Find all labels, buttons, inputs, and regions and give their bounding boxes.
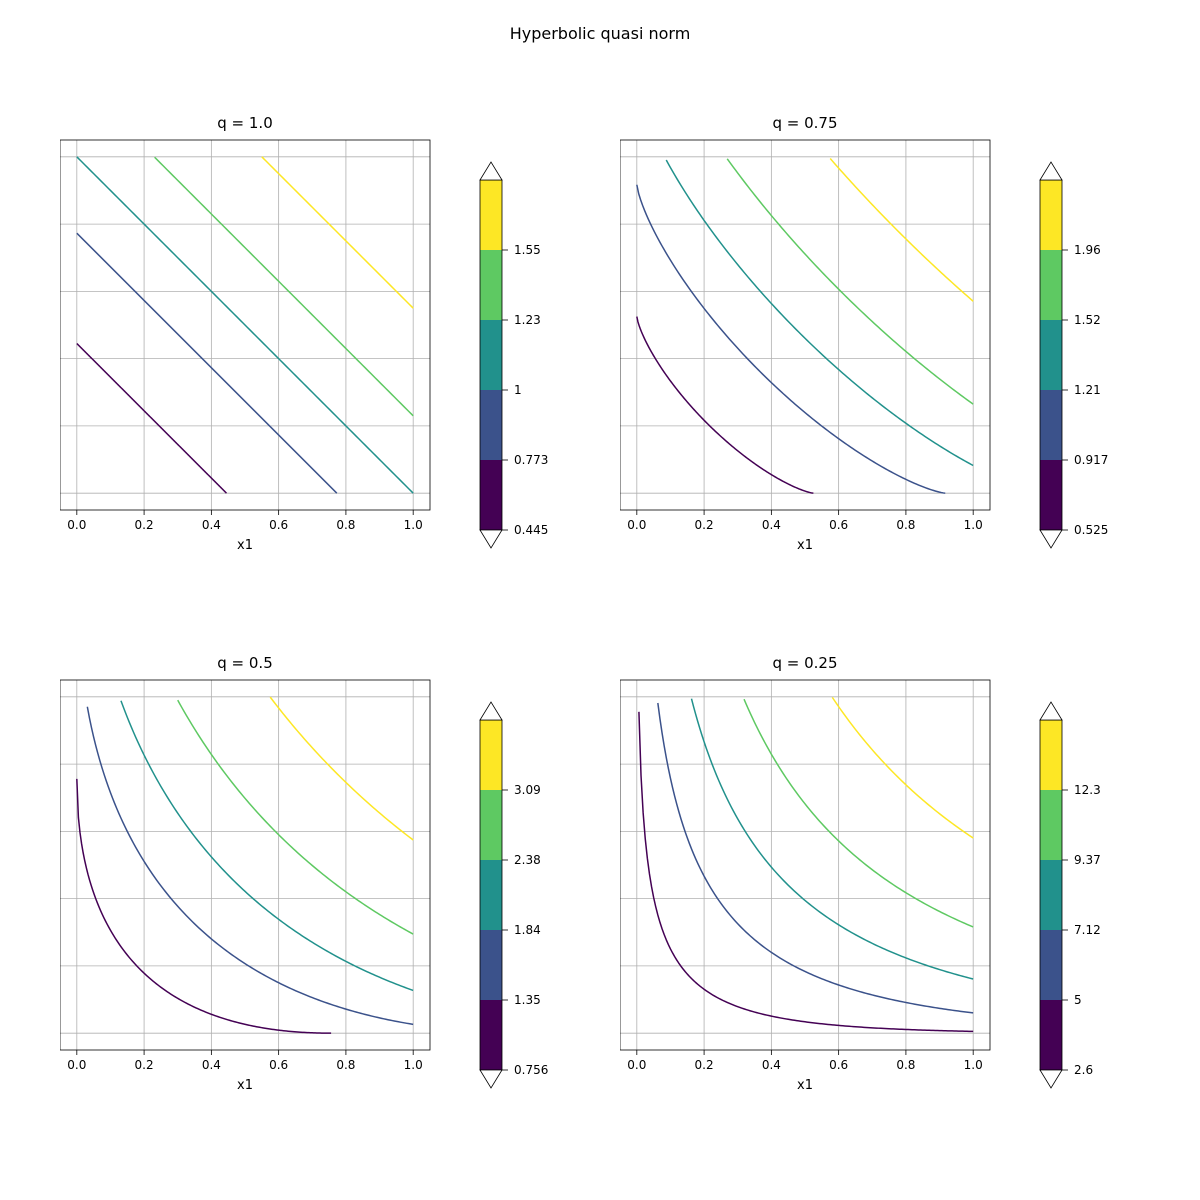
svg-text:0.756: 0.756: [514, 1063, 548, 1077]
panel-title: q = 1.0: [60, 114, 430, 132]
svg-text:7.12: 7.12: [1074, 923, 1101, 937]
svg-text:0.6: 0.6: [269, 1058, 288, 1072]
svg-text:0.8: 0.8: [336, 518, 355, 532]
panel-svg: 0.00.20.40.60.81.00.00.20.40.60.81.0x1x2…: [620, 660, 1122, 1100]
svg-text:0.2: 0.2: [135, 1058, 154, 1072]
svg-text:2.38: 2.38: [514, 853, 541, 867]
svg-text:0.4: 0.4: [202, 1058, 221, 1072]
svg-text:x1: x1: [237, 1078, 253, 1093]
panel-q0.75: q = 0.75 0.00.20.40.60.81.00.00.20.40.60…: [620, 120, 1140, 600]
svg-text:0.0: 0.0: [627, 518, 646, 532]
svg-text:5: 5: [1074, 993, 1082, 1007]
svg-text:0.2: 0.2: [695, 1058, 714, 1072]
svg-text:1.84: 1.84: [514, 923, 541, 937]
svg-text:0.6: 0.6: [829, 518, 848, 532]
svg-text:0.0: 0.0: [67, 1058, 86, 1072]
svg-text:x1: x1: [797, 1078, 813, 1093]
panel-q0.25: q = 0.25 0.00.20.40.60.81.00.00.20.40.60…: [620, 660, 1140, 1140]
svg-text:x1: x1: [797, 538, 813, 553]
panel-q1.0: q = 1.0 0.00.20.40.60.81.00.00.20.40.60.…: [60, 120, 580, 600]
svg-text:0.917: 0.917: [1074, 453, 1108, 467]
subplot-grid: q = 1.0 0.00.20.40.60.81.00.00.20.40.60.…: [60, 120, 1140, 1140]
svg-text:1.0: 1.0: [964, 1058, 983, 1072]
svg-text:0.0: 0.0: [627, 1058, 646, 1072]
svg-text:1.0: 1.0: [404, 1058, 423, 1072]
svg-text:0.2: 0.2: [695, 518, 714, 532]
svg-text:1.0: 1.0: [964, 518, 983, 532]
svg-text:0.8: 0.8: [896, 1058, 915, 1072]
svg-text:0.4: 0.4: [762, 1058, 781, 1072]
svg-text:0.2: 0.2: [135, 518, 154, 532]
svg-text:1.0: 1.0: [404, 518, 423, 532]
svg-text:3.09: 3.09: [514, 783, 541, 797]
svg-text:1.35: 1.35: [514, 993, 541, 1007]
svg-text:1: 1: [514, 383, 522, 397]
svg-text:0.773: 0.773: [514, 453, 548, 467]
svg-text:12.3: 12.3: [1074, 783, 1101, 797]
svg-text:0.6: 0.6: [269, 518, 288, 532]
panel-q0.5: q = 0.5 0.00.20.40.60.81.00.00.20.40.60.…: [60, 660, 580, 1140]
svg-text:0.8: 0.8: [896, 518, 915, 532]
svg-text:2.6: 2.6: [1074, 1063, 1093, 1077]
svg-text:0.445: 0.445: [514, 523, 548, 537]
panel-svg: 0.00.20.40.60.81.00.00.20.40.60.81.0x1x2…: [620, 120, 1122, 560]
svg-text:0.0: 0.0: [67, 518, 86, 532]
svg-text:x1: x1: [237, 538, 253, 553]
figure-suptitle: Hyperbolic quasi norm: [0, 24, 1200, 43]
svg-text:1.52: 1.52: [1074, 313, 1101, 327]
svg-text:9.37: 9.37: [1074, 853, 1101, 867]
svg-text:0.8: 0.8: [336, 1058, 355, 1072]
svg-text:0.6: 0.6: [829, 1058, 848, 1072]
svg-text:0.4: 0.4: [762, 518, 781, 532]
svg-text:0.525: 0.525: [1074, 523, 1108, 537]
svg-text:1.21: 1.21: [1074, 383, 1101, 397]
svg-text:1.55: 1.55: [514, 243, 541, 257]
panel-title: q = 0.75: [620, 114, 990, 132]
svg-text:1.96: 1.96: [1074, 243, 1101, 257]
panel-svg: 0.00.20.40.60.81.00.00.20.40.60.81.0x1x2…: [60, 660, 562, 1100]
panel-title: q = 0.5: [60, 654, 430, 672]
svg-text:0.4: 0.4: [202, 518, 221, 532]
svg-text:1.23: 1.23: [514, 313, 541, 327]
panel-svg: 0.00.20.40.60.81.00.00.20.40.60.81.0x1x2…: [60, 120, 562, 560]
panel-title: q = 0.25: [620, 654, 990, 672]
